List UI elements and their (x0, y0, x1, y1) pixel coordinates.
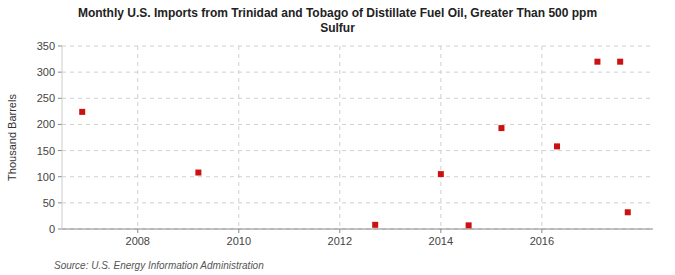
x-tick (440, 229, 441, 233)
x-tick (137, 229, 138, 233)
y-grid-line (62, 150, 653, 151)
y-grid-line (62, 72, 653, 73)
y-grid-line (62, 46, 653, 47)
x-grid-line (541, 46, 542, 229)
x-tick (541, 229, 542, 233)
y-tick-label: 350 (37, 40, 55, 52)
y-tick-label: 100 (37, 171, 55, 183)
y-tick-label: 200 (37, 118, 55, 130)
y-tick (58, 124, 62, 125)
point (79, 109, 85, 115)
x-tick (339, 229, 340, 233)
chart-svg: Monthly U.S. Imports from Trinidad and T… (0, 0, 675, 275)
y-tick-label: 300 (37, 66, 55, 78)
point (466, 222, 472, 228)
x-grid-line (440, 46, 441, 229)
point (554, 143, 560, 149)
title-line: Sulfur (320, 21, 355, 35)
y-tick-label: 150 (37, 145, 55, 157)
y-tick (58, 229, 62, 230)
y-tick (58, 98, 62, 99)
point (438, 171, 444, 177)
y-tick-label: 0 (49, 223, 55, 235)
y-grid-line (62, 124, 653, 125)
page: {"chart_data": {"type": "scatter", "titl… (0, 0, 675, 275)
x-grid-line (339, 46, 340, 229)
y-tick (58, 150, 62, 151)
y-tick (58, 176, 62, 177)
point (594, 59, 600, 65)
y-tick (58, 46, 62, 47)
axes: 0 50 100 150 200 250 300 350 2008 2010 2012 2014 201… (37, 40, 653, 247)
x-grid-line (238, 46, 239, 229)
x-tick-label: 2008 (126, 235, 150, 247)
point (625, 209, 631, 215)
y-grid-line (62, 176, 653, 177)
x-tick-label: 2016 (530, 235, 554, 247)
x-tick (238, 229, 239, 233)
y-tick-label: 250 (37, 92, 55, 104)
point (195, 170, 201, 176)
point (498, 125, 504, 131)
grid (62, 46, 653, 229)
y-tick-label: 50 (43, 197, 55, 209)
y-grid-line (62, 229, 653, 230)
y-tick (58, 202, 62, 203)
title-line: Monthly U.S. Imports from Trinidad and T… (78, 6, 597, 20)
point (617, 59, 623, 65)
x-tick-label: 2012 (328, 235, 352, 247)
y-axis-line (62, 46, 63, 229)
y-tick (58, 72, 62, 73)
y-grid-line (62, 98, 653, 99)
x-tick-label: 2014 (429, 235, 453, 247)
source-note: Source: U.S. Energy Information Administ… (54, 260, 264, 271)
point (372, 222, 378, 228)
x-grid-line (137, 46, 138, 229)
y-grid-line (62, 202, 653, 203)
chart-container: Monthly U.S. Imports from Trinidad and T… (0, 0, 675, 275)
x-tick-label: 2010 (227, 235, 251, 247)
y-axis-label: Thousand Barrels (6, 94, 18, 181)
title: Monthly U.S. Imports from Trinidad and T… (78, 6, 597, 35)
x-axis-line (62, 229, 653, 230)
points (79, 59, 631, 229)
